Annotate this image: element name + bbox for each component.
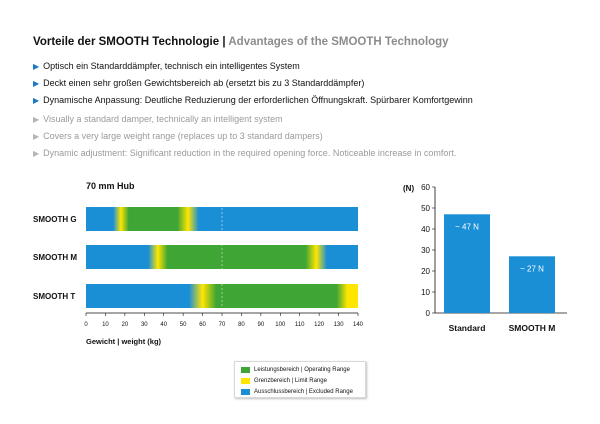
x-tick-label: 140 [353, 322, 364, 328]
operating-range-bar [113, 207, 199, 231]
bullet-list-english: ▶ Visually a standard damper, technically… [33, 111, 456, 162]
legend-item-limit: Grenzbereich | Limit Range [241, 375, 365, 386]
x-axis-title: Gewicht | weight (kg) [86, 337, 162, 346]
x-tick-label: 80 [238, 322, 245, 328]
bullet-item: ▶ Optisch ein Standarddämpfer, technisch … [33, 61, 300, 71]
x-tick-label: 100 [275, 322, 286, 328]
y-tick-label: 40 [421, 225, 430, 234]
bar-category-label: Standard [449, 323, 486, 333]
title-english: Advantages of the SMOOTH Technology [228, 36, 449, 48]
limit-swatch [241, 377, 250, 384]
force-bar [444, 214, 490, 313]
chart-legend: Leistungsbereich | Operating Range Grenz… [234, 361, 366, 398]
force-bar [509, 256, 555, 313]
bullet-item: ▶ Visually a standard damper, technically… [33, 114, 283, 124]
bar-value-label: ~ 47 N [455, 222, 479, 231]
bullet-item: ▶ Deckt einen sehr großen Gewichtsbereich… [33, 78, 365, 88]
excluded-swatch [241, 388, 250, 395]
x-tick-label: 40 [160, 322, 167, 328]
y-tick-label: 10 [421, 288, 430, 297]
x-tick-label: 20 [122, 322, 129, 328]
legend-item-excluded: Ausschlussbereich | Excluded Range [241, 386, 365, 397]
title-german: Vorteile der SMOOTH Technologie [33, 36, 220, 48]
bullet-item: ▶ Dynamic adjustment: Significant reducti… [33, 148, 457, 158]
bullet-item: ▶ Covers a very large weight range (repla… [33, 131, 323, 141]
x-tick-label: 70 [219, 322, 226, 328]
bar-category-label: SMOOTH M [509, 323, 556, 333]
triangle-icon: ▶ [33, 149, 40, 158]
category-label: SMOOTH T [33, 292, 75, 301]
bar-value-label: ~ 27 N [520, 264, 544, 273]
y-tick-label: 60 [421, 183, 430, 192]
category-label: SMOOTH M [33, 253, 77, 262]
page-title: Vorteile der SMOOTH Technologie | Advant… [33, 36, 449, 48]
x-tick-label: 60 [199, 322, 206, 328]
operating-swatch [241, 366, 250, 373]
y-tick-label: 20 [421, 267, 430, 276]
y-axis-unit: (N) [403, 184, 414, 193]
bullet-list-german: ▶ Optisch ein Standarddämpfer, technisch … [33, 58, 473, 109]
title-separator: | [222, 36, 226, 48]
x-tick-label: 110 [295, 322, 305, 328]
x-tick-label: 30 [141, 322, 148, 328]
y-tick-label: 30 [421, 246, 430, 255]
y-tick-label: 50 [421, 204, 430, 213]
x-tick-label: 120 [314, 322, 325, 328]
operating-range-bar [148, 245, 327, 269]
x-tick-label: 10 [102, 322, 109, 328]
triangle-icon: ▶ [33, 115, 40, 124]
x-tick-label: 50 [180, 322, 187, 328]
triangle-icon: ▶ [33, 96, 40, 105]
category-label: SMOOTH G [33, 215, 77, 224]
legend-item-operating: Leistungsbereich | Operating Range [241, 364, 365, 375]
x-tick-label: 90 [258, 322, 265, 328]
triangle-icon: ▶ [33, 62, 40, 71]
x-tick-label: 0 [84, 322, 88, 328]
triangle-icon: ▶ [33, 132, 40, 141]
x-tick-label: 130 [334, 322, 345, 328]
range-chart-title: 70 mm Hub [86, 181, 135, 191]
operating-range-bar [188, 284, 358, 308]
triangle-icon: ▶ [33, 79, 40, 88]
bullet-item: ▶ Dynamische Anpassung: Deutliche Reduzie… [33, 95, 473, 105]
y-tick-label: 0 [426, 309, 431, 318]
